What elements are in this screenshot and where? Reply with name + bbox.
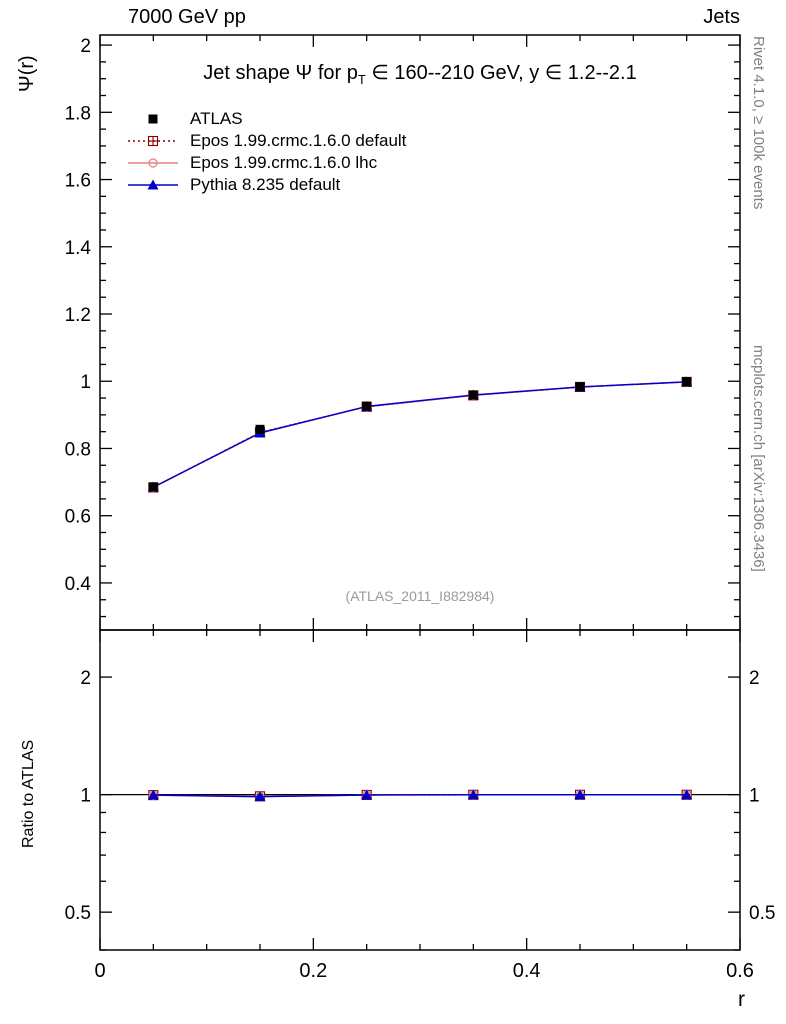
y-axis-label-main: Ψ(r) — [16, 55, 38, 92]
plot-title-sub: T — [357, 72, 366, 87]
svg-text:0.4: 0.4 — [513, 960, 541, 982]
legend-item-epos-lhc: Epos 1.99.crmc.1.6.0 lhc — [126, 152, 406, 174]
analysis-label: Jets — [703, 6, 740, 28]
svg-text:0: 0 — [94, 960, 105, 982]
plot-title-post: ∈ 160--210 GeV, y ∈ 1.2--2.1 — [365, 62, 637, 84]
beam-label: 7000 GeV pp — [128, 6, 246, 28]
svg-text:1.2: 1.2 — [65, 305, 91, 326]
legend-label: Epos 1.99.crmc.1.6.0 default — [190, 131, 407, 150]
svg-text:0.6: 0.6 — [65, 507, 91, 528]
epos-default-marker-icon — [128, 135, 178, 147]
svg-text:1.8: 1.8 — [65, 103, 91, 124]
svg-text:1.4: 1.4 — [65, 238, 92, 259]
plot-title: Jet shape Ψ for pT ∈ 160--210 GeV, y ∈ 1… — [100, 60, 740, 87]
svg-text:0.4: 0.4 — [65, 574, 92, 595]
rivet-version-label: Rivet 4.1.0, ≥ 100k events — [750, 36, 767, 210]
legend-label: ATLAS — [190, 109, 243, 128]
svg-text:0.2: 0.2 — [299, 960, 327, 982]
legend-item-atlas: ATLAS — [126, 108, 406, 130]
svg-text:1: 1 — [749, 786, 760, 807]
svg-text:1: 1 — [80, 786, 91, 807]
svg-text:0.8: 0.8 — [65, 439, 91, 460]
y-axis-label-ratio: Ratio to ATLAS — [20, 739, 37, 848]
legend-item-epos-default: Epos 1.99.crmc.1.6.0 default — [126, 130, 406, 152]
legend-label: Epos 1.99.crmc.1.6.0 lhc — [190, 153, 378, 172]
plot-title-pre: Jet shape Ψ for p — [203, 62, 358, 84]
epos-lhc-marker-icon — [128, 158, 178, 168]
svg-text:0.5: 0.5 — [65, 903, 91, 924]
legend-label: Pythia 8.235 default — [190, 175, 341, 194]
svg-text:2: 2 — [80, 668, 91, 689]
svg-text:0.5: 0.5 — [749, 903, 775, 924]
svg-text:0.6: 0.6 — [726, 960, 754, 982]
pythia-marker-icon — [128, 179, 178, 190]
legend: ATLAS Epos 1.99.crmc.1.6.0 default Epos … — [126, 108, 406, 196]
mcplots-credit-label: mcplots.cern.ch [arXiv:1306.3436] — [750, 345, 767, 572]
svg-text:2: 2 — [749, 668, 760, 689]
watermark: (ATLAS_2011_I882984) — [345, 588, 495, 604]
x-axis-label: r — [738, 988, 745, 1011]
legend-item-pythia: Pythia 8.235 default — [126, 174, 406, 196]
svg-text:1: 1 — [80, 372, 91, 393]
atlas-marker-icon — [148, 114, 158, 124]
svg-text:2: 2 — [80, 36, 91, 57]
svg-text:1.6: 1.6 — [65, 171, 91, 192]
